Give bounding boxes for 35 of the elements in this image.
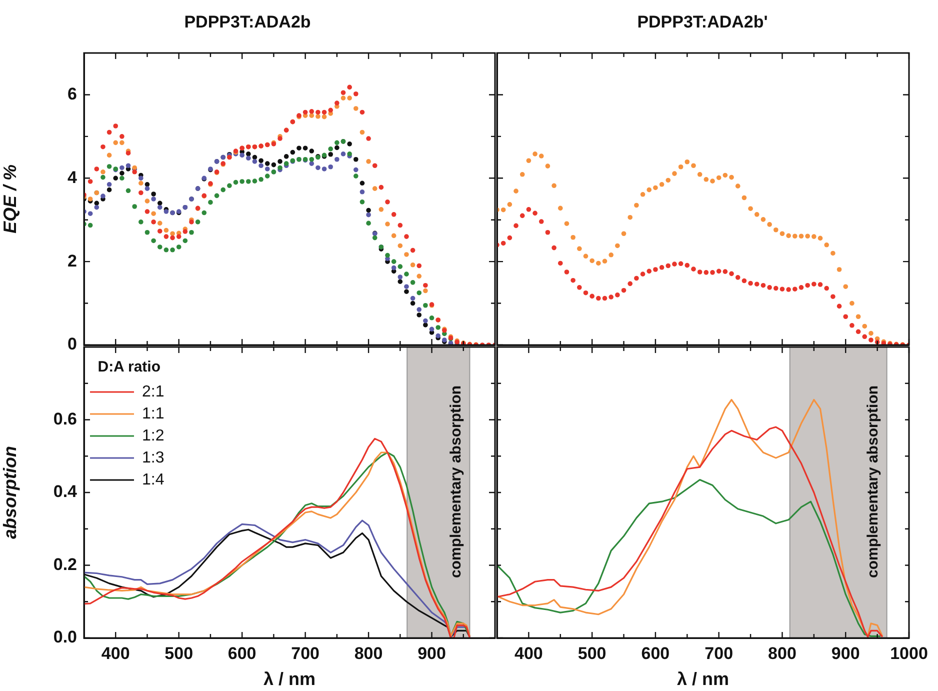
y-tick-label: 0.4 — [53, 482, 78, 502]
x-tick-label: 700 — [704, 644, 734, 663]
x-tick-label: 800 — [768, 644, 796, 663]
legend-label: 1:4 — [142, 471, 164, 488]
x-tick-label: 600 — [228, 644, 256, 663]
y-tick-label: 0 — [68, 334, 77, 354]
chart-title: PDPP3T:ADA2b — [184, 12, 311, 32]
y-axis-title: absorption — [0, 446, 20, 539]
y-axis-title: EQE / % — [0, 164, 20, 234]
x-tick-label: 400 — [101, 644, 130, 663]
x-tick-label: 700 — [291, 644, 320, 663]
legend-label: 1:2 — [142, 427, 164, 444]
legend-label: 1:1 — [142, 405, 164, 422]
y-tick-label: 0.2 — [53, 554, 77, 574]
band-label: complementary absorption — [447, 385, 464, 578]
y-tick-label: 6 — [68, 84, 77, 104]
x-axis-title: λ / nm — [676, 669, 730, 690]
legend-label: 2:1 — [142, 383, 164, 400]
x-tick-label: 500 — [164, 644, 194, 663]
x-axis-title: λ / nm — [263, 669, 316, 690]
y-tick-label: 0.6 — [53, 409, 77, 428]
chart-title: PDPP3T:ADA2b' — [637, 12, 768, 32]
x-tick-label: 1000 — [890, 644, 928, 663]
y-tick-label: 2 — [68, 251, 77, 270]
legend-title: D:A ratio — [98, 358, 161, 376]
y-tick-label: 0.0 — [53, 628, 77, 647]
x-tick-label: 500 — [578, 644, 606, 663]
x-tick-label: 400 — [514, 644, 543, 663]
legend-label: 1:3 — [142, 449, 164, 466]
x-tick-label: 800 — [354, 644, 383, 663]
band-label: complementary absorption — [864, 385, 882, 578]
x-tick-label: 900 — [831, 644, 860, 663]
x-tick-label: 600 — [641, 644, 670, 663]
y-tick-label: 4 — [68, 168, 78, 187]
x-tick-label: 900 — [418, 644, 446, 663]
